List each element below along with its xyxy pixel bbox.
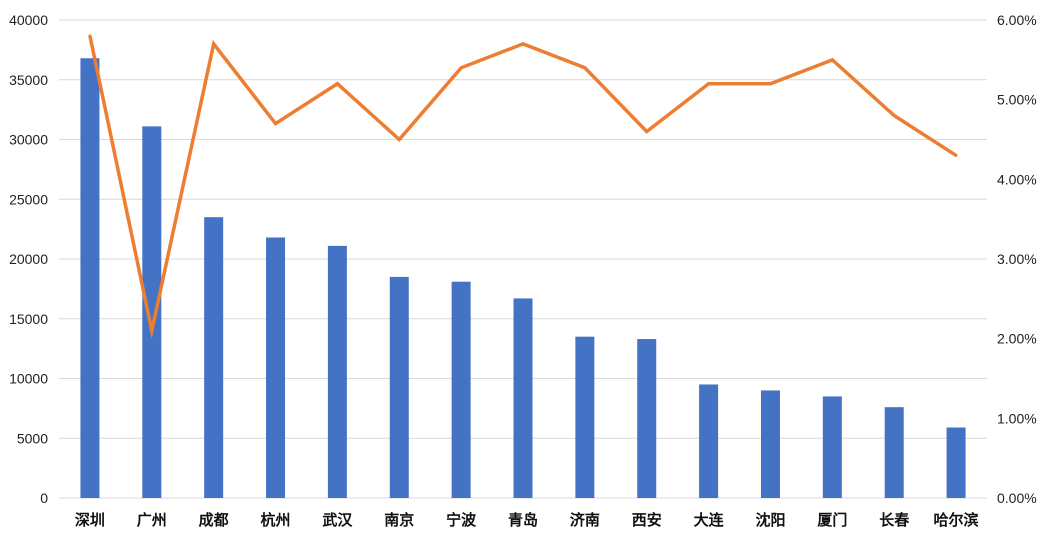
bar [266, 237, 286, 499]
category-label: 长春 [879, 511, 909, 529]
category-label: 哈尔滨 [934, 511, 979, 529]
line-point [335, 82, 339, 86]
right-tick-label: 0.00% [997, 490, 1037, 506]
bar [575, 336, 595, 498]
left-tick-label: 15000 [9, 311, 48, 327]
bar [760, 390, 780, 498]
bar [513, 298, 533, 498]
line-point [150, 329, 154, 333]
bar [142, 126, 162, 498]
line-point [88, 34, 92, 38]
category-label: 杭州 [261, 511, 291, 529]
category-label: 宁波 [446, 511, 477, 529]
line-point [274, 122, 278, 126]
line-point [397, 138, 401, 141]
right-tick-label: 2.00% [997, 331, 1037, 347]
bar [699, 384, 719, 498]
category-label: 南京 [384, 511, 414, 529]
category-label: 济南 [570, 511, 600, 529]
category-label: 西安 [632, 511, 662, 529]
left-tick-label: 40000 [9, 12, 48, 28]
left-tick-label: 25000 [9, 191, 48, 207]
category-label: 武汉 [322, 511, 353, 529]
left-tick-label: 5000 [17, 430, 48, 446]
bar [327, 245, 347, 498]
line-series [88, 34, 958, 340]
line-point [768, 82, 772, 86]
right-tick-label: 3.00% [997, 251, 1037, 267]
line-point [707, 82, 711, 86]
left-tick-label: 20000 [9, 251, 48, 267]
right-tick-label: 4.00% [997, 171, 1037, 187]
category-label: 厦门 [817, 511, 847, 529]
line-point [645, 130, 649, 134]
bar [884, 407, 904, 498]
category-label: 大连 [694, 511, 725, 529]
category-label: 青岛 [508, 511, 538, 529]
category-label: 沈阳 [755, 511, 785, 529]
x-axis: 深圳 广州 成都 杭州 武汉 南京 宁波 青岛 济南 西安 大连 沈阳 厦门 长春 哈尔滨 [75, 511, 979, 529]
bar [637, 339, 657, 498]
category-label: 成都 [199, 511, 229, 529]
right-tick-label: 1.00% [997, 410, 1037, 426]
line-point [830, 58, 834, 62]
right-tick-label: 5.00% [997, 92, 1037, 108]
line-point [212, 42, 216, 46]
line-point [954, 153, 958, 157]
left-tick-label: 10000 [9, 371, 48, 387]
left-axis: 0 5000 10000 15000 20000 25000 30000 35000 40000 [9, 12, 48, 506]
category-label: 深圳 [75, 511, 105, 529]
bar [946, 427, 966, 498]
bar [204, 217, 224, 499]
left-tick-label: 35000 [9, 72, 48, 88]
line-point [459, 66, 463, 70]
left-tick-label: 30000 [9, 132, 48, 148]
bar [822, 396, 842, 498]
right-axis: 0.00% 1.00% 2.00% 3.00% 4.00% 5.00% 6.00% [997, 12, 1037, 506]
bar-series [80, 58, 966, 499]
line-point [521, 42, 525, 46]
right-tick-label: 6.00% [997, 12, 1037, 28]
bar [451, 281, 471, 498]
line-point [892, 114, 896, 118]
bar [389, 276, 409, 498]
category-label: 广州 [137, 511, 167, 529]
line-point [583, 66, 587, 70]
bar [80, 58, 100, 499]
left-tick-label: 0 [40, 490, 48, 506]
